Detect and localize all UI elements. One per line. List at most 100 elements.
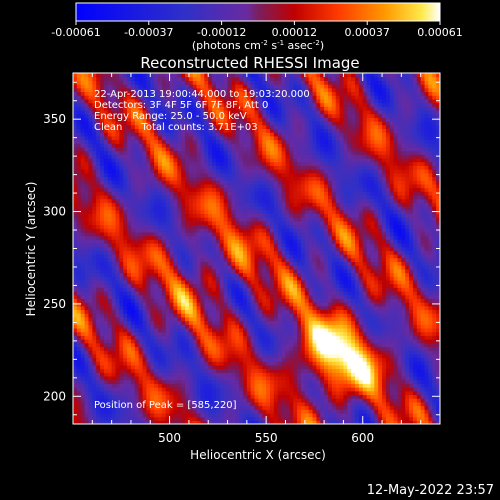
heatmap-cell	[138, 209, 144, 214]
heatmap-cell	[169, 331, 175, 336]
heatmap-cell	[204, 191, 209, 196]
heatmap-cell	[266, 250, 271, 255]
heatmap-cell	[270, 257, 275, 263]
heatmap-cell	[231, 150, 236, 155]
heatmap-cell	[270, 298, 275, 303]
heatmap-cell	[134, 387, 140, 392]
heatmap-cell	[258, 217, 263, 222]
heatmap-cell	[169, 383, 175, 388]
heatmap-cell	[150, 290, 155, 296]
heatmap-cell	[115, 339, 120, 344]
heatmap-cell	[173, 109, 178, 115]
heatmap-cell	[165, 183, 171, 189]
heatmap-cell	[231, 339, 236, 344]
heatmap-cell	[127, 268, 132, 274]
heatmap-cell	[134, 335, 140, 340]
heatmap-cell	[134, 394, 140, 399]
heatmap-cell	[266, 113, 271, 118]
heatmap-cell	[88, 161, 93, 166]
heatmap-cell	[227, 346, 232, 351]
heatmap-cell	[208, 361, 213, 366]
heatmap-cell	[177, 191, 182, 196]
heatmap-cell	[235, 95, 240, 100]
heatmap-cell	[130, 327, 136, 333]
heatmap-cell	[227, 287, 232, 292]
heatmap-cell	[73, 353, 78, 359]
heatmap-cell	[188, 172, 194, 178]
heatmap-cell	[219, 157, 225, 163]
heatmap-cell	[235, 143, 240, 148]
heatmap-cell	[150, 161, 155, 166]
heatmap-cell	[208, 91, 213, 96]
heatmap-cell	[88, 84, 93, 89]
heatmap-cell	[169, 276, 175, 281]
heatmap-cell	[73, 250, 78, 255]
heatmap-cell	[115, 346, 120, 351]
heatmap-cell	[177, 76, 182, 81]
heatmap-cell	[196, 412, 202, 418]
heatmap-cell	[76, 198, 82, 203]
heatmap-cell	[235, 106, 240, 111]
heatmap-cell	[107, 87, 113, 93]
heatmap-cell	[231, 235, 236, 240]
heatmap-cell	[177, 320, 182, 325]
heatmap-cell	[92, 202, 97, 207]
heatmap-cell	[181, 220, 186, 226]
heatmap-cell	[169, 368, 175, 373]
heatmap-cell	[157, 172, 163, 178]
heatmap-cell	[208, 231, 213, 237]
heatmap-cell	[154, 272, 159, 277]
heatmap-cell	[100, 187, 105, 192]
heatmap-cell	[111, 239, 117, 244]
heatmap-cell	[262, 239, 267, 244]
heatmap-cell	[196, 279, 202, 285]
heatmap-cell	[134, 239, 140, 244]
heatmap-cell	[76, 206, 82, 211]
heatmap-cell	[142, 416, 147, 421]
heatmap-cell	[146, 405, 151, 410]
heatmap-cell	[146, 335, 151, 340]
heatmap-cell	[154, 361, 159, 366]
heatmap-cell	[73, 257, 78, 263]
heatmap-cell	[111, 76, 117, 81]
heatmap-cell	[200, 180, 205, 185]
heatmap-cell	[188, 231, 194, 237]
heatmap-cell	[188, 95, 194, 100]
heatmap-cell	[246, 309, 252, 314]
heatmap-cell	[138, 309, 144, 314]
heatmap-cell	[123, 183, 128, 189]
heatmap-cell	[92, 420, 97, 424]
heatmap-cell	[185, 172, 190, 178]
heatmap-cell	[177, 187, 182, 192]
heatmap-cell	[196, 191, 202, 196]
heatmap-cell	[223, 265, 229, 270]
heatmap-cell	[130, 409, 136, 414]
heatmap-cell	[219, 276, 225, 281]
heatmap-cell	[103, 194, 109, 200]
heatmap-cell	[246, 91, 252, 96]
heatmap-cell	[84, 257, 90, 263]
heatmap-cell	[192, 372, 198, 377]
heatmap-cell	[84, 339, 90, 344]
heatmap-cell	[188, 342, 194, 348]
heatmap-cell	[103, 272, 109, 277]
heatmap-cell	[246, 390, 252, 396]
heatmap-cell	[188, 150, 194, 155]
heatmap-cell	[123, 213, 128, 218]
heatmap-cell	[227, 84, 232, 89]
heatmap-cell	[165, 139, 171, 144]
heatmap-cell	[242, 183, 248, 189]
heatmap-cell	[185, 102, 190, 107]
heatmap-cell	[150, 98, 155, 104]
heatmap-cell	[181, 98, 186, 104]
heatmap-cell	[270, 117, 275, 122]
heatmap-cell	[208, 191, 213, 196]
heatmap-cell	[154, 313, 159, 318]
heatmap-cell	[254, 383, 260, 388]
heatmap-cell	[119, 124, 124, 130]
heatmap-cell	[235, 294, 240, 299]
heatmap-cell	[258, 339, 263, 344]
heatmap-cell	[111, 394, 117, 399]
heatmap-cell	[107, 313, 113, 318]
heatmap-cell	[262, 268, 267, 274]
